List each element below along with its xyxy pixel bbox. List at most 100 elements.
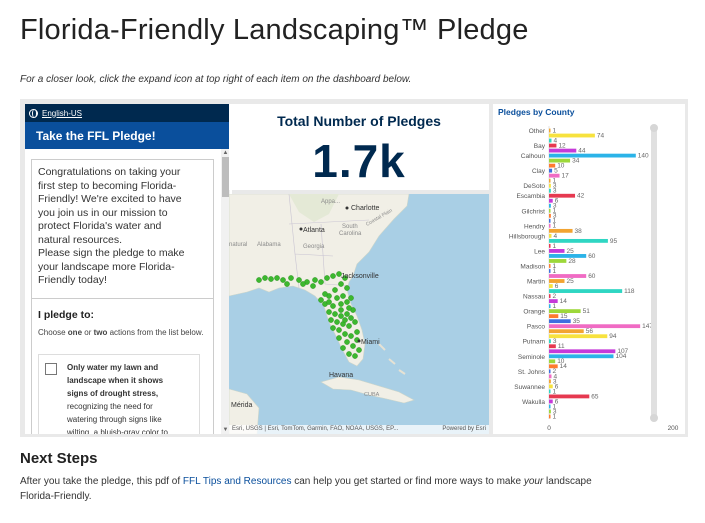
pledge-map[interactable]: Appa... Charlotte Atlanta South Carolina… [229,194,489,434]
pledge-point [336,271,342,277]
chart-category-label: Orange [523,309,545,316]
chart-scroll-handle [650,124,658,132]
chart-data-label: 1 [553,208,557,215]
pledge-point [344,285,350,291]
chart-data-label: 14 [560,363,568,370]
terrain [289,194,339,222]
next-steps-title: Next Steps [20,450,98,467]
pledge-point [268,276,274,282]
pledge-point [326,299,332,305]
chart-data-label: 1 [553,268,557,275]
pledge-point [288,275,294,281]
chart-bar [549,319,571,324]
land-us [229,194,410,367]
chart-data-label: 1 [553,263,557,270]
chart-bar [549,369,551,374]
pledge-point [322,291,328,297]
globe-icon [29,108,38,118]
chart-bar [549,344,556,349]
chart-category-label: Seminole [518,354,545,361]
pledge-label: I pledge to: [38,308,94,321]
pledge-point [296,277,302,283]
chart-bar [549,259,567,263]
chart-bar [549,163,556,168]
chart-bar [549,138,552,143]
chart-data-label: 1 [553,218,557,225]
chart-bar [549,168,553,173]
pledge-point [346,351,352,357]
scroll-thumb[interactable] [222,157,229,197]
pledge-point [256,277,262,283]
chart-category-label: Martin [527,279,545,286]
chart-category-label: Escambia [516,193,545,200]
chart-data-label: 94 [609,333,617,340]
chart-data-label: 35 [573,318,581,325]
chart-bar [549,384,553,389]
pledge-count-indicator: Total Number of Pledges 1.7k [229,104,489,190]
powered-by-esri[interactable]: Powered by Esri [442,426,486,432]
chart-bar [549,339,551,344]
county-bar-chart[interactable]: 1Other74412Bay44140Calhoun34105Clay1713D… [493,104,685,434]
scroll-up-icon[interactable]: ▲ [222,150,229,156]
chart-bar [549,178,551,183]
chart-bar [549,183,551,188]
chart-bar [549,349,616,354]
indicator-value: 1.7k [312,135,406,187]
choice-checkbox[interactable] [45,362,57,375]
chart-category-label: Madison [520,263,545,270]
chart-bar [549,208,551,213]
chart-data-label: 15 [560,313,568,320]
map-label: South [342,224,358,230]
chart-data-label: 12 [558,142,566,149]
chart-data-label: 38 [575,228,583,235]
chart-data-label: 4 [553,137,557,144]
pledge-point [348,295,354,301]
survey-header: Take the FFL Pledge! [25,122,232,149]
pledge-question: I pledge to: Choose one or two actions f… [31,297,214,434]
chart-data-label: 56 [586,328,594,335]
chart-category-label: Pasco [527,324,545,331]
chart-data-label: 2 [553,293,557,300]
chart-data-label: 1 [553,127,557,134]
scroll-down-icon[interactable]: ▼ [222,427,229,433]
chart-category-label: Wakulla [522,399,545,406]
pledge-point [346,305,352,311]
pledge-point [318,279,324,285]
tips-resources-link[interactable]: FFL Tips and Resources [182,476,292,487]
pledge-point [324,275,330,281]
language-selector[interactable]: English-US [42,108,83,118]
chart-tick-label: 200 [668,425,679,432]
land-yucatan [229,388,260,434]
pledge-points[interactable] [256,271,362,359]
chart-data-label: 3 [553,338,557,345]
chart-data-label: 1 [553,388,557,395]
pledge-point [342,317,348,323]
survey-form: Congratulations on taking your first ste… [25,149,220,434]
pledge-point [330,303,336,309]
map-label: natural [229,242,247,248]
chart-bar [549,213,551,218]
pledge-point [336,327,342,333]
chart-category-label: Gilchrist [522,208,546,215]
chart-bar [549,128,551,133]
chart-data-label: 3 [553,203,557,210]
dashboard: English-US Take the FFL Pledge! Congratu… [20,99,688,437]
chart-category-label: Nassau [523,294,545,301]
map-label: Atlanta [303,227,325,234]
chart-bar [549,324,641,329]
chart-category-label: Hendry [524,223,546,230]
pledge-choice-watering[interactable]: Only water my lawn and landscape when it… [38,353,200,434]
survey-scrollbar[interactable]: ▲ ▼ [221,149,230,434]
pledge-point [332,311,338,317]
chart-data-label: 34 [572,158,580,165]
pledge-point [318,297,324,303]
chart-category-label: Hillsborough [509,233,546,240]
chart-bar [549,354,614,359]
pledge-hint: Choose one or two actions from the list … [38,327,204,337]
chart-data-label: 147 [642,323,653,330]
chart-data-label: 65 [591,393,599,400]
chart-bar [549,279,565,283]
chart-bar [549,254,587,258]
pledge-point [280,277,286,283]
map-canvas[interactable]: Appa... Charlotte Atlanta South Carolina… [229,194,489,434]
